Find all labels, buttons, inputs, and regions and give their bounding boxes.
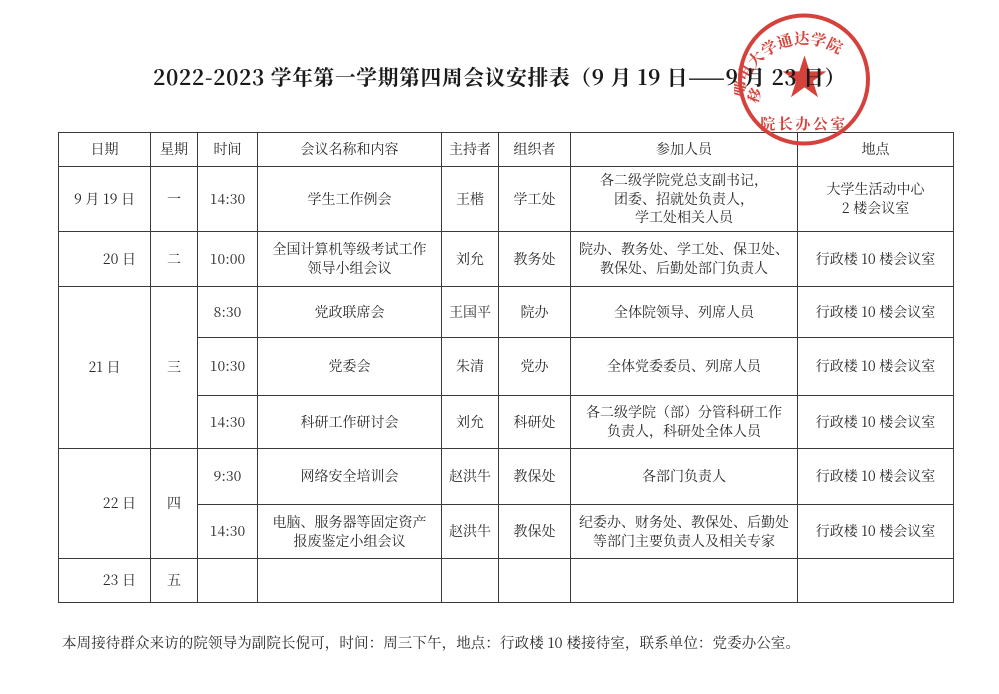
svg-text:院长办公室: 院长办公室 [760, 113, 848, 134]
